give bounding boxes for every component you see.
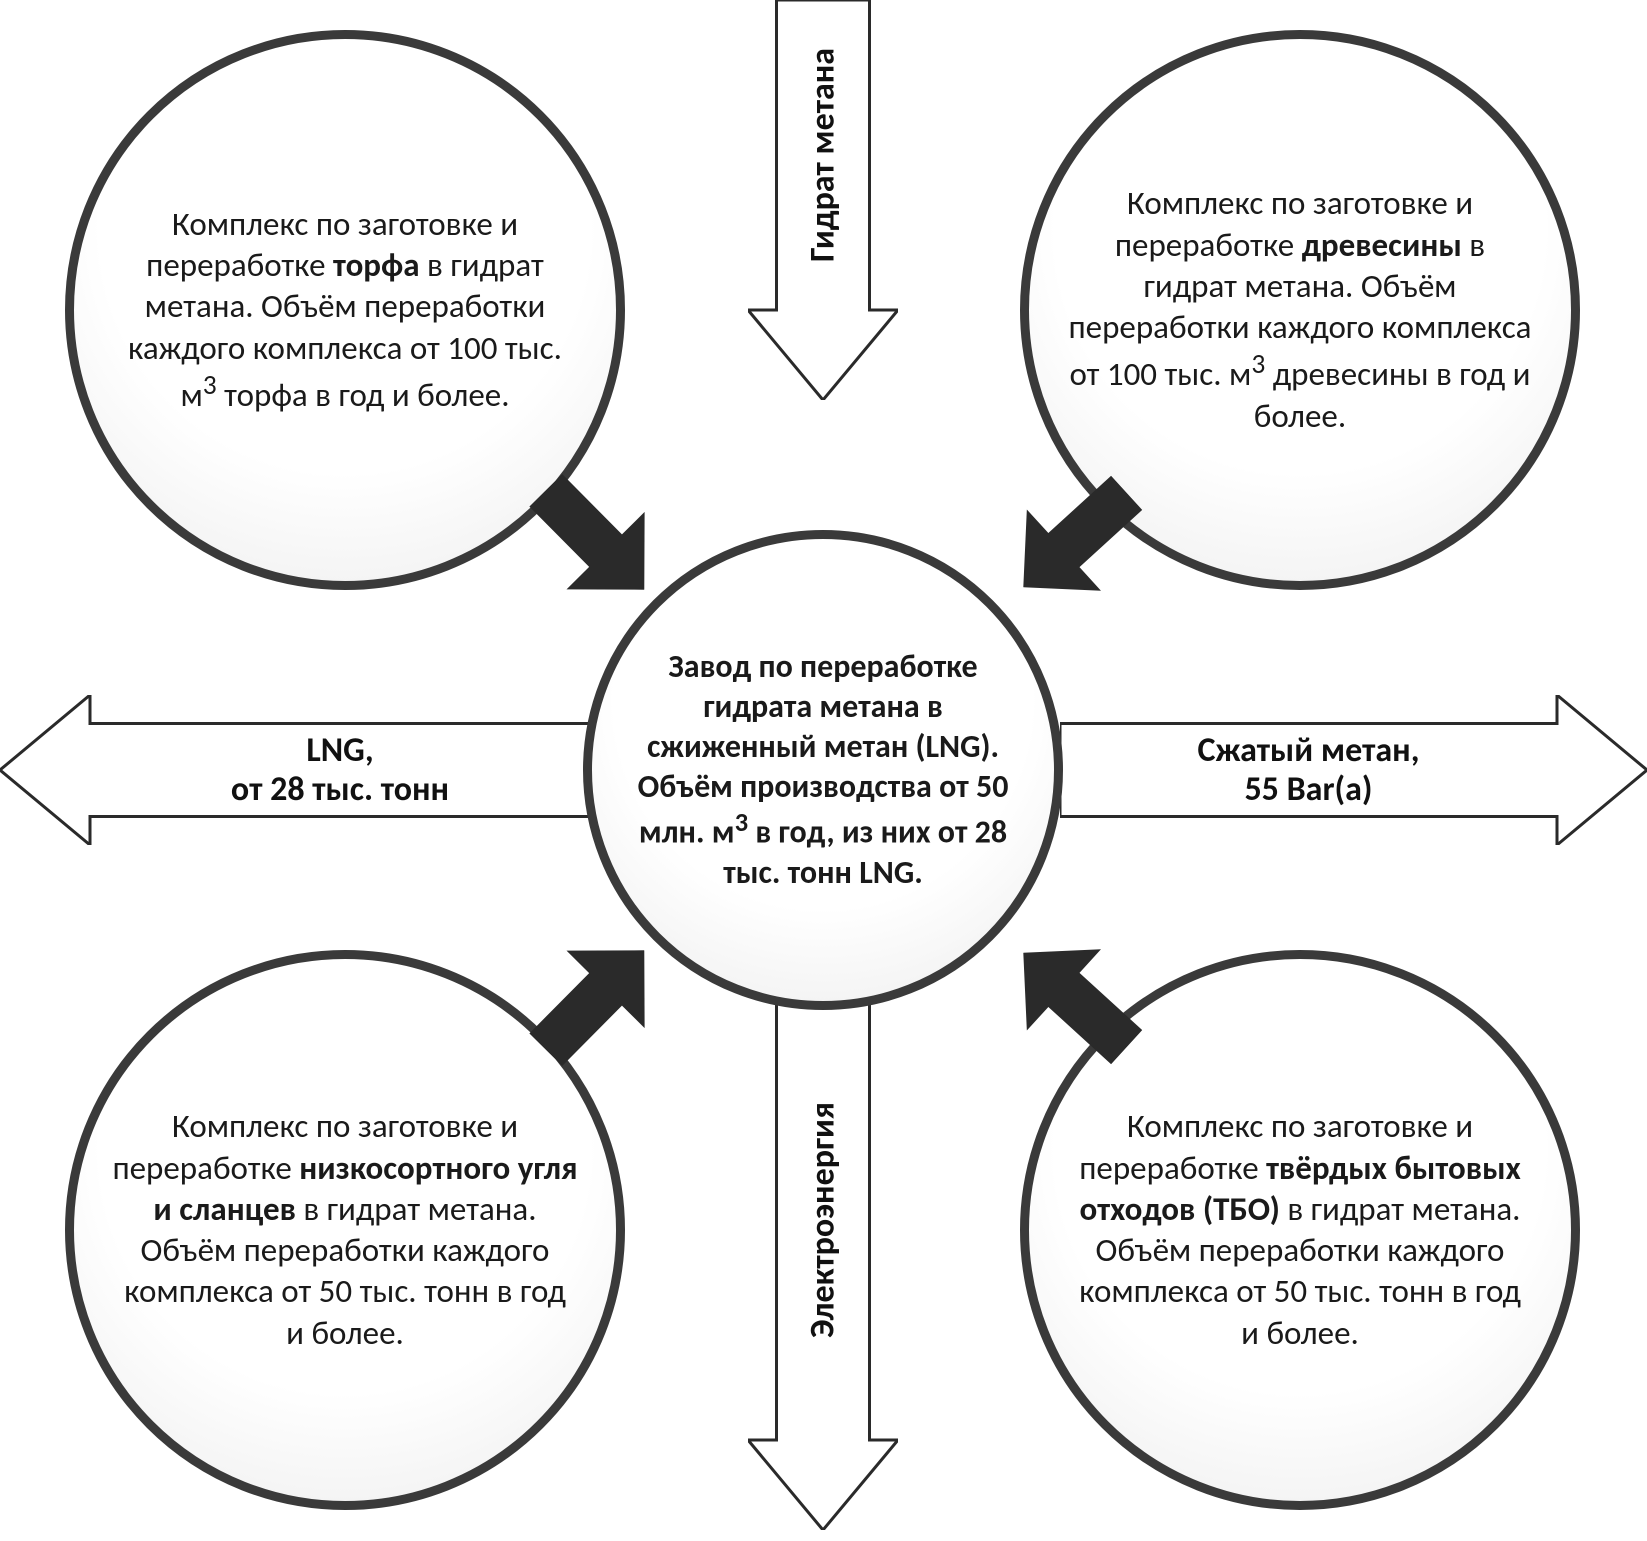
diagram-canvas: Гидрат метана Электроэнергия LNG, от 28 ты… [0, 0, 1647, 1541]
block-arrow-top-in: Гидрат метана [748, 0, 898, 400]
block-arrow-label-top-in: Гидрат метана [748, 0, 898, 310]
node-text-waste: Комплекс по заготовке и переработке твёр… [1067, 1106, 1533, 1354]
node-center: Завод по переработке гидрата метана в сж… [583, 530, 1063, 1010]
block-arrow-right-out: Сжатый метан, 55 Bar(a) [1060, 695, 1647, 845]
block-arrow-bottom-out: Электроэнергия [748, 1000, 898, 1530]
node-text-wood: Комплекс по заготовке и переработке древ… [1067, 183, 1533, 437]
block-arrow-label-bottom-out: Электроэнергия [748, 1000, 898, 1440]
block-arrow-label-right-out: Сжатый метан, 55 Bar(a) [1060, 695, 1557, 845]
node-text-peat: Комплекс по заготовке и переработке торф… [112, 204, 578, 416]
node-text-coal: Комплекс по заготовке и переработке низк… [112, 1106, 578, 1354]
node-text-center: Завод по переработке гидрата метана в сж… [624, 647, 1021, 893]
block-arrow-left-out: LNG, от 28 тыс. тонн [0, 695, 590, 845]
block-arrow-label-left-out: LNG, от 28 тыс. тонн [90, 695, 590, 845]
